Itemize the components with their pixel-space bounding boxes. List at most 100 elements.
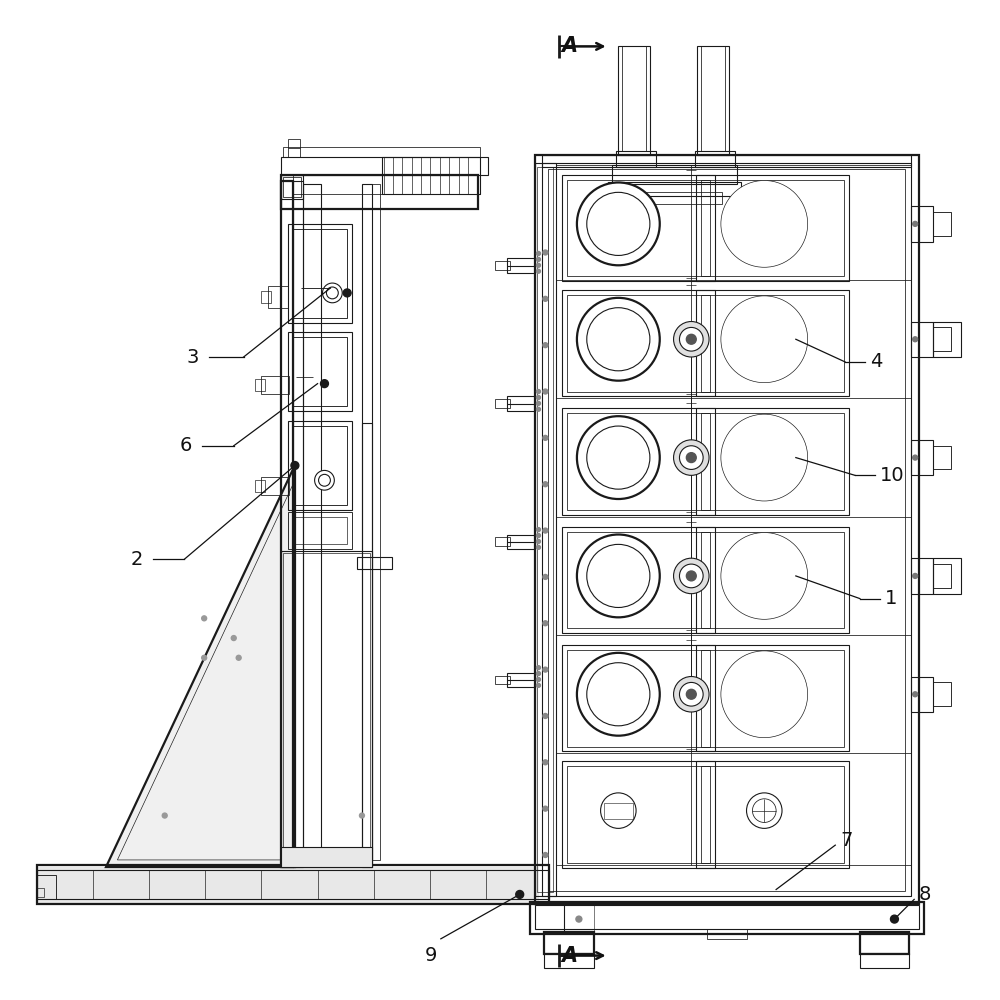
Circle shape [727, 538, 802, 613]
Bar [696, 175, 849, 281]
Circle shape [686, 571, 696, 581]
Bar [288, 139, 300, 157]
Bar [37, 870, 549, 899]
Bar [697, 46, 729, 155]
Circle shape [536, 678, 540, 681]
Circle shape [291, 462, 299, 469]
Bar [535, 155, 919, 904]
Bar [701, 46, 725, 151]
Circle shape [679, 327, 703, 351]
Circle shape [727, 302, 802, 377]
Text: 6: 6 [180, 436, 192, 455]
Bar [261, 376, 289, 393]
Bar [537, 167, 553, 892]
Bar [530, 902, 924, 934]
Bar [707, 929, 747, 939]
Bar [567, 413, 710, 510]
Bar [622, 46, 646, 151]
Circle shape [686, 453, 696, 463]
Circle shape [674, 440, 709, 475]
Circle shape [536, 539, 540, 543]
Bar [288, 224, 352, 322]
Bar [696, 527, 849, 633]
Circle shape [543, 482, 548, 487]
Circle shape [587, 192, 650, 255]
Circle shape [162, 813, 167, 818]
Circle shape [543, 713, 548, 718]
Bar [562, 645, 715, 751]
Bar [281, 551, 372, 867]
Circle shape [323, 283, 342, 303]
Circle shape [736, 311, 793, 368]
Bar [261, 477, 289, 495]
Bar [860, 953, 909, 968]
Bar [701, 766, 844, 863]
Circle shape [577, 653, 660, 736]
Circle shape [913, 337, 918, 342]
Circle shape [577, 182, 660, 265]
Circle shape [536, 395, 540, 399]
Text: 4: 4 [870, 352, 882, 371]
Circle shape [536, 269, 540, 273]
Circle shape [576, 916, 582, 922]
Bar [567, 532, 710, 628]
Bar [281, 181, 293, 867]
Circle shape [736, 429, 793, 486]
Circle shape [543, 760, 548, 765]
Text: 8: 8 [919, 885, 931, 904]
Circle shape [536, 545, 540, 549]
Bar [562, 175, 715, 281]
Bar [933, 446, 951, 469]
Circle shape [236, 655, 241, 660]
Bar [507, 673, 535, 687]
Bar [608, 182, 741, 196]
Bar [362, 423, 372, 867]
Circle shape [721, 180, 808, 267]
Bar [362, 184, 372, 860]
Bar [542, 155, 911, 167]
Circle shape [543, 667, 548, 672]
Circle shape [679, 446, 703, 469]
Circle shape [736, 666, 793, 723]
Bar [357, 557, 392, 569]
Bar [933, 558, 961, 594]
Circle shape [674, 322, 709, 357]
Circle shape [587, 663, 650, 726]
Circle shape [536, 401, 540, 405]
Circle shape [674, 677, 709, 712]
Bar [696, 645, 849, 751]
Bar [911, 677, 933, 712]
Bar [255, 379, 265, 391]
Circle shape [231, 636, 236, 641]
Circle shape [601, 793, 636, 828]
Bar [701, 413, 844, 510]
Circle shape [543, 853, 548, 857]
Bar [37, 888, 44, 897]
Circle shape [202, 616, 207, 621]
Bar [696, 761, 849, 868]
Circle shape [891, 915, 898, 923]
Circle shape [747, 793, 782, 828]
Circle shape [727, 186, 802, 261]
Bar [933, 682, 951, 706]
Bar [372, 184, 380, 860]
Bar [283, 177, 301, 197]
Circle shape [587, 426, 650, 489]
Bar [911, 322, 933, 357]
Circle shape [721, 533, 808, 619]
Bar [37, 867, 539, 904]
Text: 10: 10 [880, 466, 904, 485]
Bar [293, 337, 347, 406]
Bar [695, 151, 735, 167]
Circle shape [727, 657, 802, 732]
Circle shape [543, 574, 548, 579]
Circle shape [721, 414, 808, 501]
Circle shape [913, 573, 918, 578]
Bar [542, 163, 911, 896]
Bar [604, 803, 633, 819]
Bar [911, 558, 933, 594]
Circle shape [543, 250, 548, 255]
Circle shape [326, 287, 338, 299]
Bar [495, 537, 510, 546]
Circle shape [543, 435, 548, 440]
